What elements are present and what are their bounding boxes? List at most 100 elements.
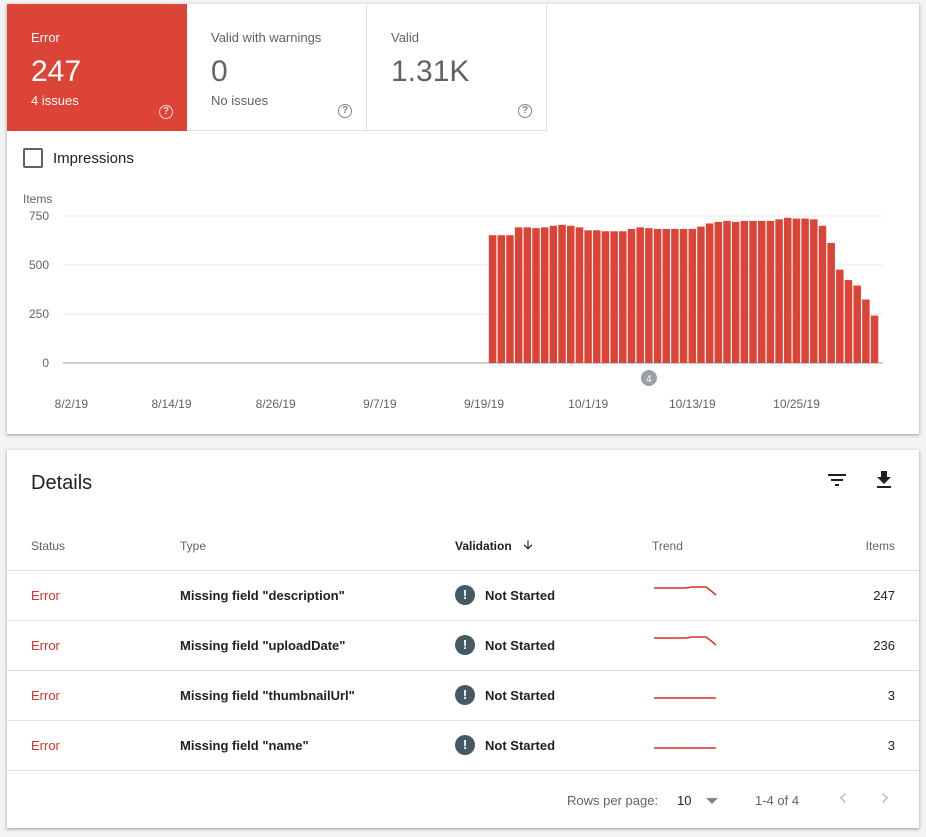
chart-bar [766, 220, 775, 363]
chart-bar [575, 227, 584, 363]
row-trend [652, 570, 772, 621]
rows-per-page-label: Rows per page: [567, 793, 659, 808]
arrow-down-icon [523, 540, 533, 550]
chart-bar [723, 220, 731, 363]
column-status[interactable]: Status [7, 522, 180, 571]
summary-card: Error 247 4 issues ? Valid with warnings… [7, 4, 919, 434]
x-tick-label: 8/14/19 [151, 397, 191, 411]
details-card: Details Status Type Validation Trend Ite… [7, 450, 919, 828]
x-tick-label: 8/2/19 [55, 397, 89, 411]
alert-icon: ! [455, 735, 475, 755]
y-tick-label: 0 [42, 356, 49, 370]
column-trend[interactable]: Trend [652, 522, 772, 571]
row-trend [652, 620, 772, 671]
dropdown-caret-icon[interactable] [706, 798, 718, 804]
row-status: Error [7, 620, 180, 671]
warnings-tile[interactable]: Valid with warnings 0 No issues ? [187, 4, 367, 131]
chart-bar [862, 299, 870, 363]
row-items: 236 [772, 620, 919, 671]
chart-bar [775, 219, 783, 363]
x-tick-label: 8/26/19 [256, 397, 296, 411]
y-tick-label: 750 [29, 209, 49, 223]
row-type: Missing field "uploadDate" [180, 620, 455, 671]
column-items[interactable]: Items [772, 522, 919, 571]
row-trend [652, 720, 772, 771]
chart-bar [566, 225, 575, 363]
alert-icon: ! [455, 635, 475, 655]
chart-bar [584, 230, 592, 363]
row-items: 3 [772, 670, 919, 721]
row-validation: ! Not Started [455, 670, 652, 721]
table-row[interactable]: Error Missing field "uploadDate"! Not Star… [7, 620, 919, 671]
chart-bar [688, 228, 697, 363]
error-tile-sub: 4 issues [31, 93, 79, 108]
column-validation[interactable]: Validation [455, 522, 652, 571]
chart-bar [593, 230, 601, 363]
chart-bar [549, 225, 558, 363]
chart-bar [540, 227, 549, 363]
y-tick-label: 500 [29, 258, 49, 272]
chart-bar [714, 221, 723, 363]
impressions-label: Impressions [53, 149, 134, 167]
chart-bar [601, 231, 610, 363]
column-validation-label: Validation [455, 539, 512, 554]
trend-sparkline [654, 696, 716, 699]
error-tile-label: Error [31, 30, 60, 45]
error-tile[interactable]: Error 247 4 issues ? [7, 4, 187, 131]
chart-bar [853, 285, 861, 363]
valid-tile[interactable]: Valid 1.31K ? [367, 4, 547, 131]
row-type: Missing field "thumbnailUrl" [180, 670, 455, 721]
chart-bar [818, 225, 827, 363]
chart-bar [792, 218, 801, 363]
chart-bar [645, 228, 653, 363]
row-status: Error [7, 720, 180, 771]
help-icon[interactable]: ? [159, 105, 173, 119]
alert-icon: ! [455, 685, 475, 705]
chart-bar [671, 228, 679, 363]
chart-bar [662, 228, 670, 363]
row-validation: ! Not Started [455, 620, 652, 671]
chart-bar [740, 220, 749, 363]
row-validation: ! Not Started [455, 720, 652, 771]
download-icon[interactable] [872, 468, 896, 492]
chart-bar [844, 280, 853, 363]
chart-bar [836, 269, 844, 363]
row-validation-label: Not Started [485, 687, 556, 703]
impressions-checkbox[interactable] [23, 148, 43, 168]
warnings-tile-value: 0 [211, 55, 228, 88]
chart-bar [801, 218, 809, 363]
table-row[interactable]: Error Missing field "description"! Not Sta… [7, 570, 919, 621]
row-validation-label: Not Started [485, 637, 556, 653]
chart-bar [532, 228, 540, 363]
warnings-tile-sub: No issues [211, 93, 269, 108]
trend-sparkline [654, 635, 717, 646]
impressions-toggle[interactable]: Impressions [23, 148, 134, 168]
filter-icon[interactable] [825, 468, 849, 492]
chart-bar [619, 231, 627, 363]
rows-per-page-select[interactable]: 10 [677, 793, 692, 808]
y-axis-label: Items [23, 192, 52, 206]
column-type[interactable]: Type [180, 522, 455, 571]
chart-bar [653, 228, 662, 363]
chart-bar [506, 235, 514, 363]
annotation-marker [640, 370, 657, 386]
table-row[interactable]: Error Missing field "name"! Not Started 3 [7, 720, 919, 771]
chart-bar [810, 219, 818, 363]
help-icon[interactable]: ? [518, 104, 532, 118]
table-header-row: Status Type Validation Trend Items [7, 522, 919, 571]
chart-bar [705, 223, 714, 363]
chevron-left-icon[interactable] [833, 788, 853, 808]
chart-bar [514, 227, 523, 363]
chart-bar [636, 227, 644, 363]
row-items: 3 [772, 720, 919, 771]
help-icon[interactable]: ? [338, 104, 352, 118]
alert-icon: ! [455, 585, 475, 605]
table-row[interactable]: Error Missing field "thumbnailUrl"! Not St… [7, 670, 919, 721]
details-title: Details [31, 472, 93, 494]
chart-bar [558, 224, 566, 363]
x-tick-label: 10/1/19 [568, 397, 608, 411]
valid-tile-label: Valid [391, 30, 419, 45]
x-tick-label: 9/7/19 [363, 397, 397, 411]
chart-bar [731, 221, 740, 363]
chevron-right-icon[interactable] [875, 788, 895, 808]
